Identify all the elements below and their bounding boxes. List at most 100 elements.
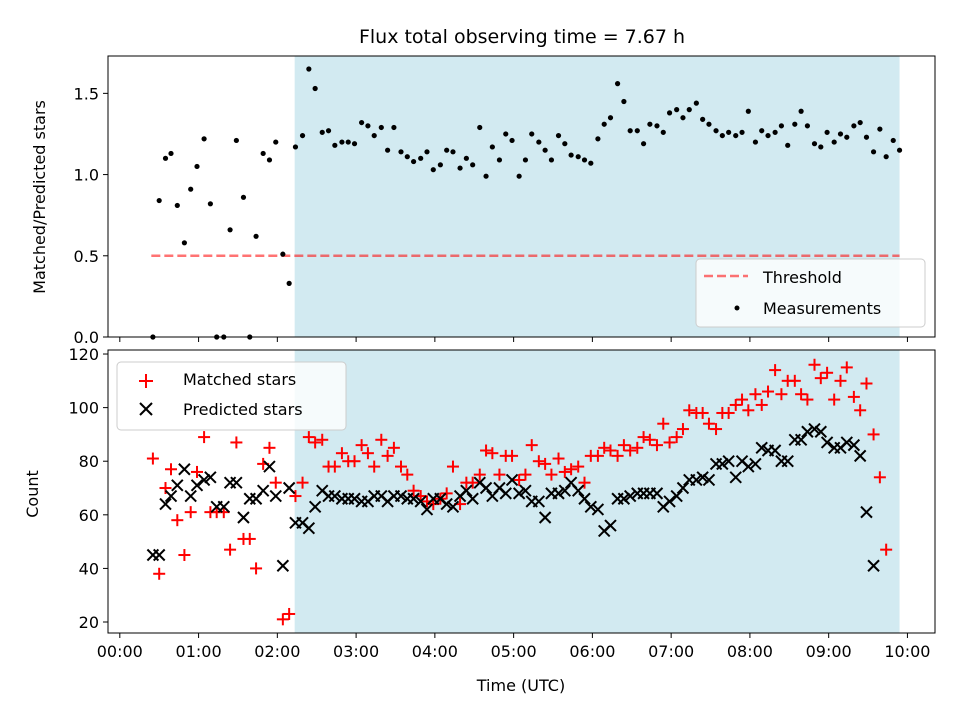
measurement-point xyxy=(792,121,798,127)
matched-star-point xyxy=(198,431,211,444)
measurement-point xyxy=(332,142,338,148)
predicted-star-point xyxy=(847,438,861,452)
matched-star-point xyxy=(558,465,571,478)
matched-star-point xyxy=(742,404,755,417)
predicted-star-point xyxy=(867,559,880,572)
matched-star-point xyxy=(473,468,486,481)
measurement-point xyxy=(654,123,660,129)
predicted-star-point xyxy=(755,441,768,455)
y-tick-label: 60 xyxy=(79,506,99,525)
measurement-point xyxy=(568,152,574,158)
matched-star-point xyxy=(643,433,656,446)
predicted-star-point xyxy=(348,492,361,505)
matched-star-point xyxy=(755,398,768,411)
measurement-point xyxy=(785,142,791,148)
measurement-point xyxy=(385,147,391,153)
matched-star-point xyxy=(146,452,159,465)
matched-star-point xyxy=(375,433,388,446)
predicted-star-point xyxy=(584,500,598,513)
measurement-point xyxy=(156,197,162,204)
predicted-star-point xyxy=(676,481,690,495)
matched-star-point xyxy=(710,423,723,436)
matched-star-point xyxy=(486,447,499,460)
measurement-point xyxy=(365,123,371,129)
y-tick-label: 0.5 xyxy=(74,247,99,266)
y-tick-label: 1.5 xyxy=(74,84,99,103)
measurement-point xyxy=(266,157,273,163)
matched-star-point xyxy=(821,366,834,379)
measurement-point xyxy=(292,144,299,150)
predicted-star-point xyxy=(407,492,420,505)
matched-star-point xyxy=(283,607,296,620)
measurement-point xyxy=(739,129,745,135)
measurement-point xyxy=(562,141,568,147)
matched-star-point xyxy=(407,484,420,497)
matched-star-point xyxy=(355,439,368,452)
predicted-star-point xyxy=(532,495,546,508)
count-legend: Matched stars Predicted stars xyxy=(116,361,347,431)
measurement-point xyxy=(194,163,200,170)
matched-star-point xyxy=(316,433,329,446)
matched-star-point xyxy=(650,439,663,452)
matched-star-point xyxy=(178,549,191,562)
measurement-point xyxy=(398,149,404,155)
measurement-point xyxy=(581,157,588,163)
matched-star-point xyxy=(604,444,617,457)
predicted-star-point xyxy=(749,457,762,471)
ratio-legend: Threshold Measurements xyxy=(695,258,926,328)
measurement-point xyxy=(733,132,739,139)
y-tick-label: 100 xyxy=(68,399,99,418)
matched-star-point xyxy=(243,532,256,545)
measurement-point xyxy=(351,141,358,147)
measurement-point xyxy=(286,280,292,286)
predicted-star-point xyxy=(722,455,735,468)
predicted-star-point xyxy=(591,503,605,516)
matched-star-point xyxy=(302,431,315,444)
measurement-point xyxy=(831,139,837,145)
measurement-point xyxy=(798,108,804,114)
predicted-star-point xyxy=(663,495,676,508)
measurement-point xyxy=(607,115,614,121)
measurement-point xyxy=(680,115,686,121)
predicted-star-point xyxy=(552,487,565,500)
matched-star-point xyxy=(670,431,683,444)
measurement-point xyxy=(483,173,489,179)
measurement-point xyxy=(719,132,725,139)
matched-star-point xyxy=(230,436,243,449)
measurement-point xyxy=(325,128,332,134)
measurement-point xyxy=(693,100,699,106)
measurement-point xyxy=(509,137,515,144)
matched-star-point xyxy=(552,452,565,465)
matched-star-point xyxy=(387,441,400,454)
predicted-star-point xyxy=(152,548,166,562)
count-legend-box xyxy=(116,361,347,431)
predicted-legend-label: Predicted stars xyxy=(183,400,303,419)
measurement-point xyxy=(706,121,712,127)
predicted-star-point xyxy=(479,481,493,495)
measurement-point xyxy=(588,160,594,166)
figure-title: Flux total observing time = 7.67 h xyxy=(359,26,685,48)
matched-star-point xyxy=(401,468,414,481)
matched-star-point xyxy=(788,374,801,387)
x-axis-label: Time (UTC) xyxy=(476,676,565,695)
matched-star-point xyxy=(159,482,172,495)
predicted-star-point xyxy=(308,500,322,513)
measurement-point xyxy=(188,186,194,192)
matched-star-point xyxy=(808,358,821,371)
measurements-legend-swatch xyxy=(734,305,740,311)
matched-star-point xyxy=(224,543,237,556)
measurement-point xyxy=(778,123,785,129)
measurement-point xyxy=(359,119,365,126)
predicted-star-point xyxy=(860,505,873,519)
y-tick-label: 1.0 xyxy=(74,166,99,185)
matched-star-point xyxy=(539,457,552,470)
measurement-point xyxy=(371,132,377,139)
matched-star-point xyxy=(847,390,860,403)
measurement-point xyxy=(548,157,555,163)
measurement-point xyxy=(522,157,529,163)
predicted-star-point xyxy=(623,489,637,503)
measurement-point xyxy=(575,154,581,160)
measurement-point xyxy=(555,132,562,139)
measurement-point xyxy=(666,110,673,116)
measurement-point xyxy=(896,147,903,153)
